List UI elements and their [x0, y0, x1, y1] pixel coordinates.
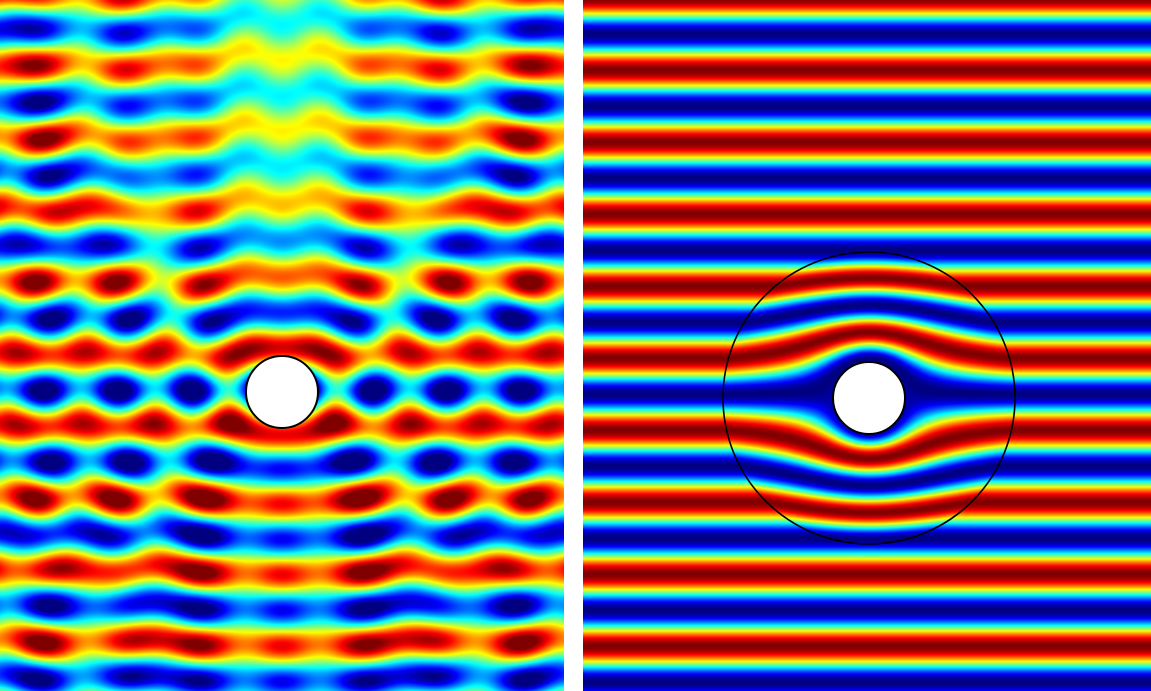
field-panel-without-cloak: [0, 0, 564, 691]
field-heatmap-left: [0, 0, 564, 691]
panel-divider: [564, 0, 583, 691]
field-heatmap-right: [583, 0, 1151, 691]
field-panel-with-cloak: [583, 0, 1151, 691]
